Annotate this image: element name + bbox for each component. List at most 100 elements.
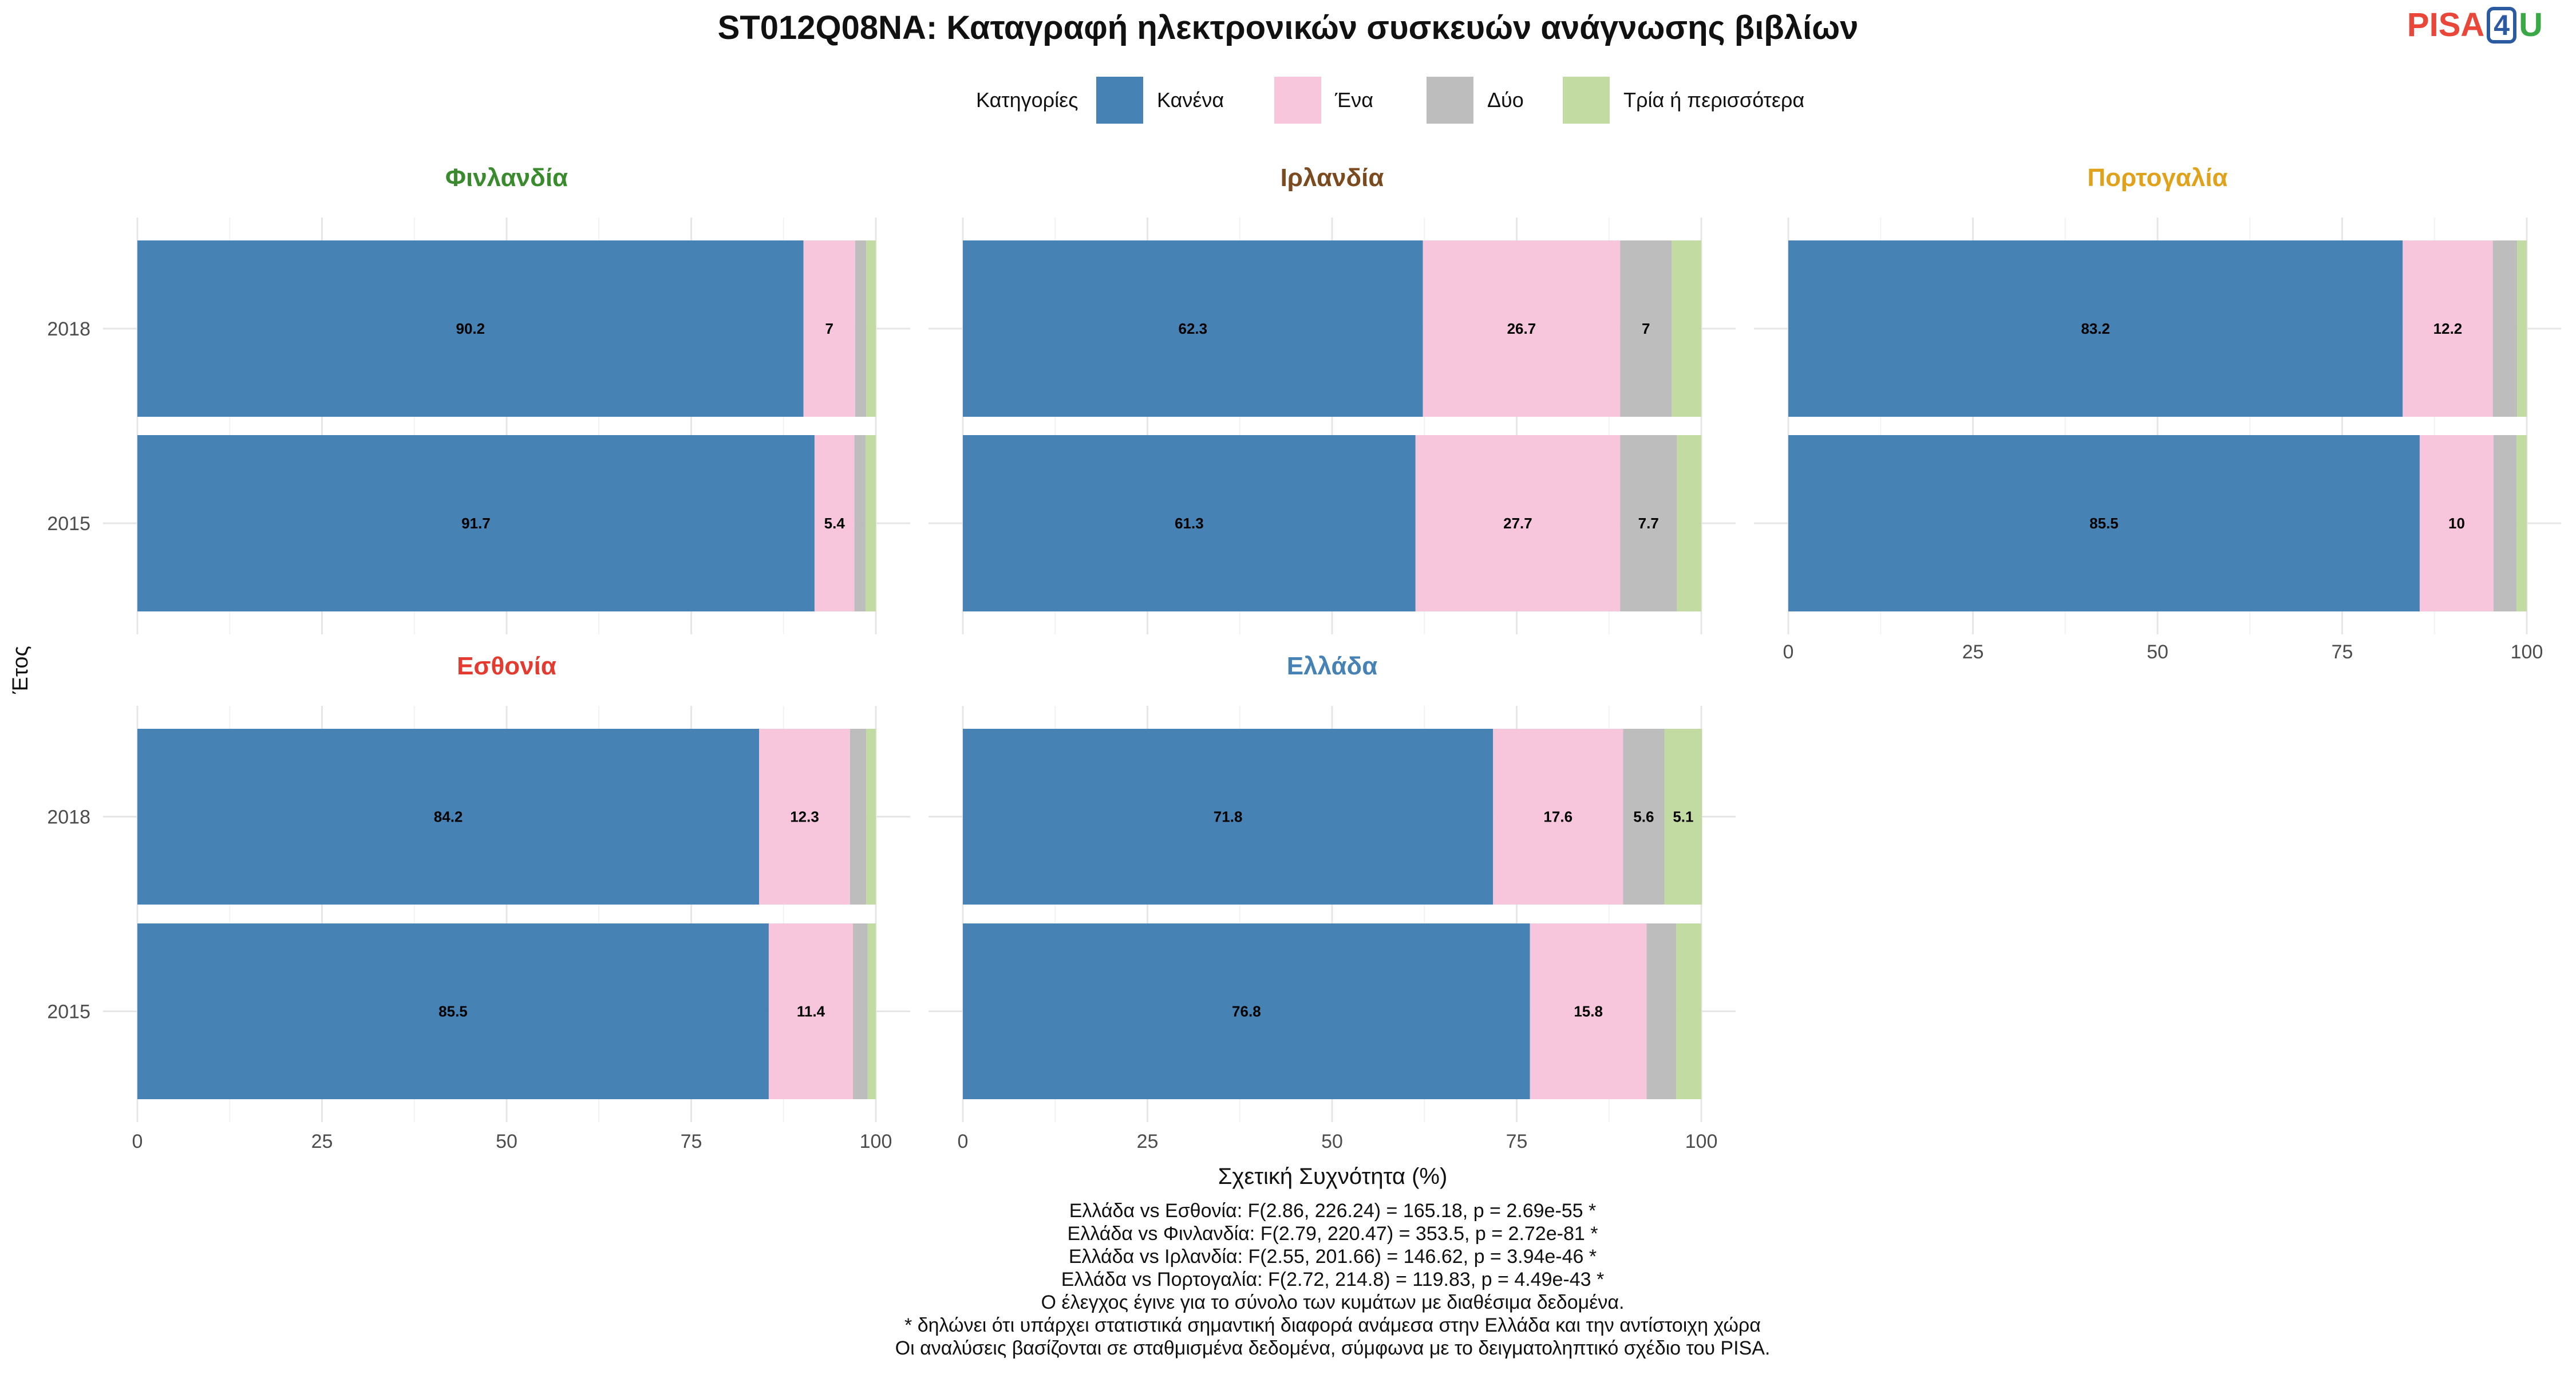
data-label: 5.1 xyxy=(1673,808,1693,826)
data-label: 91.7 xyxy=(461,515,491,532)
panel-title: Πορτογαλία xyxy=(2087,164,2227,192)
x-tick-label: 75 xyxy=(681,1131,702,1152)
data-label: 7 xyxy=(1642,320,1650,337)
bar-segment xyxy=(1677,435,1701,611)
data-label: 12.2 xyxy=(2433,320,2463,337)
data-label: 83.2 xyxy=(2081,320,2110,337)
x-tick-label: 100 xyxy=(860,1131,892,1152)
bar-segment xyxy=(803,240,855,417)
y-axis-label: Έτος xyxy=(9,646,33,694)
x-tick-label: 50 xyxy=(1321,1131,1343,1152)
bar-segment xyxy=(963,240,1423,417)
bar-segment xyxy=(2403,240,2493,417)
bar-segment xyxy=(963,435,1416,611)
data-label: 11.4 xyxy=(797,1003,825,1020)
data-label: 5.4 xyxy=(824,515,846,532)
data-label: 84.2 xyxy=(434,808,463,826)
pisa4u-logo: PISA 4 U xyxy=(2407,6,2543,44)
y-tick-label: 2018 xyxy=(47,318,90,340)
panel-title: Ελλάδα xyxy=(1287,652,1378,680)
bar-segment xyxy=(963,923,1530,1099)
bar-segment xyxy=(137,923,769,1099)
data-label: 85.5 xyxy=(438,1003,468,1020)
x-tick-label: 50 xyxy=(2147,641,2168,663)
x-tick-label: 100 xyxy=(2511,641,2543,663)
x-tick-label: 25 xyxy=(311,1131,333,1152)
x-tick-label: 25 xyxy=(1137,1131,1159,1152)
panel-1: Ιρλανδία 62.3 26.7 7 61.3 27.7 7.7 xyxy=(929,164,1736,634)
bar-segment xyxy=(867,923,876,1099)
bar-segment xyxy=(2493,435,2516,611)
x-tick-label: 0 xyxy=(132,1131,143,1152)
bar-segment xyxy=(1423,240,1621,417)
bar-segment xyxy=(1664,729,1702,905)
facet-panels: Φινλανδία 90.2 7 2018 91.7 5.4 2015 Ιρλανδία 62.… xyxy=(47,164,2561,1152)
bar-segment xyxy=(850,729,867,905)
footnote-line: Ελλάδα vs Εσθονία: F(2.86, 226.24) = 165… xyxy=(1069,1200,1597,1222)
footnote-line: Ο έλεγχος έγινε για το σύνολο των κυμάτω… xyxy=(1041,1292,1625,1313)
bar-segment xyxy=(1620,435,1677,611)
x-tick-label: 50 xyxy=(496,1131,517,1152)
bar-segment xyxy=(137,435,815,611)
x-tick-label: 75 xyxy=(2332,641,2353,663)
data-label: 90.2 xyxy=(456,320,485,337)
legend-label-0: Κανένα xyxy=(1157,88,1224,112)
bar-segment xyxy=(963,729,1494,905)
panel-title: Φινλανδία xyxy=(445,164,568,192)
y-tick-label: 2018 xyxy=(47,807,90,828)
panel-0: Φινλανδία 90.2 7 2018 91.7 5.4 2015 xyxy=(47,164,910,634)
bar-segment xyxy=(1788,435,2420,611)
footnote-line: Οι αναλύσεις βασίζονται σε σταθμισμένα δ… xyxy=(895,1337,1771,1359)
bar-segment xyxy=(2516,435,2527,611)
bar-segment xyxy=(1672,240,1701,417)
x-tick-label: 0 xyxy=(958,1131,969,1152)
logo-text-four: 4 xyxy=(2487,6,2517,44)
bar-segment xyxy=(1415,435,1621,611)
legend-swatch-3 xyxy=(1563,77,1610,124)
data-label: 26.7 xyxy=(1507,320,1536,337)
bar-segment xyxy=(865,435,876,611)
bar-segment xyxy=(866,729,876,905)
data-label: 17.6 xyxy=(1543,808,1573,826)
data-label: 5.6 xyxy=(1633,808,1654,826)
panel-3: Εσθονία 84.2 12.3 2018 85.5 11.4 2015 0 25 50 75 10… xyxy=(47,652,910,1152)
data-label: 71.8 xyxy=(1214,808,1243,826)
bar-segment xyxy=(814,435,855,611)
logo-text-u: U xyxy=(2519,6,2543,44)
data-label: 7.7 xyxy=(1638,515,1659,532)
bar-segment xyxy=(1493,729,1623,905)
panel-title: Εσθονία xyxy=(457,652,556,680)
data-label: 61.3 xyxy=(1175,515,1204,532)
x-tick-label: 75 xyxy=(1506,1131,1528,1152)
footnotes: Ελλάδα vs Εσθονία: F(2.86, 226.24) = 165… xyxy=(895,1200,1771,1359)
data-label: 76.8 xyxy=(1232,1003,1261,1020)
bar-segment xyxy=(137,729,760,905)
footnote-line: * δηλώνει ότι υπάρχει στατιστικά σημαντι… xyxy=(904,1314,1761,1336)
legend-title: Κατηγορίες xyxy=(976,88,1078,112)
bar-segment xyxy=(1623,729,1665,905)
legend-label-3: Τρία ή περισσότερα xyxy=(1623,88,1804,112)
bar-segment xyxy=(1530,923,1647,1099)
y-tick-label: 2015 xyxy=(47,1001,90,1023)
logo-text-pisa: PISA xyxy=(2407,6,2485,44)
bar-segment xyxy=(2419,435,2494,611)
legend-swatch-1 xyxy=(1274,77,1321,124)
data-label: 85.5 xyxy=(2089,515,2119,532)
bar-segment xyxy=(768,923,854,1099)
legend-label-1: Ένα xyxy=(1334,88,1373,112)
footnote-line: Ελλάδα vs Πορτογαλία: F(2.72, 214.8) = 1… xyxy=(1061,1269,1604,1290)
data-label: 7 xyxy=(825,320,833,337)
bar-segment xyxy=(1676,923,1701,1099)
bar-segment xyxy=(853,923,868,1099)
bar-segment xyxy=(1620,240,1672,417)
y-tick-label: 2015 xyxy=(47,513,90,535)
bar-segment xyxy=(855,240,867,417)
x-tick-label: 0 xyxy=(1783,641,1794,663)
bar-segment xyxy=(854,435,866,611)
bar-segment xyxy=(137,240,804,417)
legend-swatch-2 xyxy=(1427,77,1473,124)
x-axis-label: Σχετική Συχνότητα (%) xyxy=(1218,1164,1448,1189)
data-label: 62.3 xyxy=(1179,320,1208,337)
